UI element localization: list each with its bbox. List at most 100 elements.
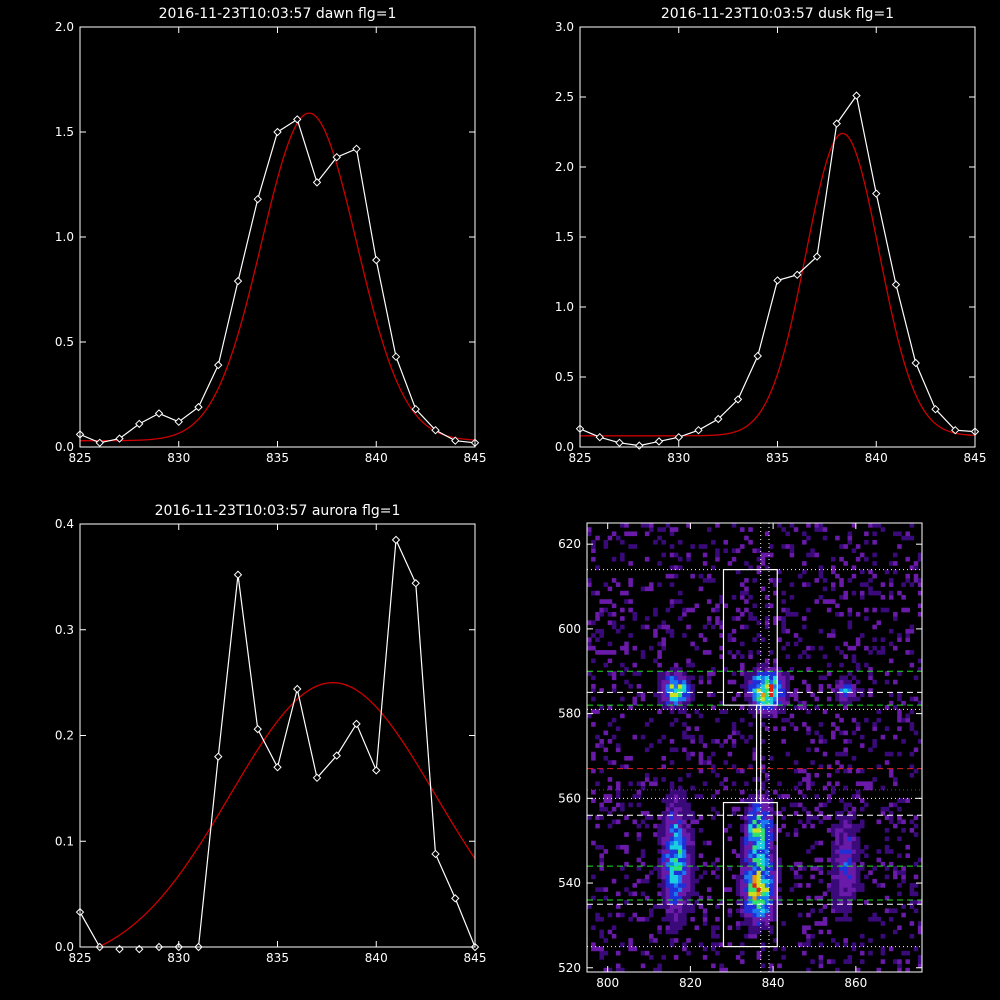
heatmap-cell: [748, 692, 753, 698]
heatmap-cell: [669, 866, 675, 871]
heatmap-cell: [847, 878, 853, 884]
heatmap-cell: [731, 849, 737, 854]
heatmap-cell: [665, 857, 671, 863]
heatmap-cell: [773, 861, 778, 867]
heatmap-cell: [665, 908, 671, 914]
heatmap-cell: [831, 857, 836, 863]
heatmap-cell: [760, 827, 766, 833]
heatmap-cell: [673, 696, 679, 702]
heatmap-cell: [909, 662, 915, 668]
heatmap-cell: [855, 768, 861, 774]
heatmap-cell: [748, 794, 753, 799]
heatmap-cell: [661, 764, 666, 770]
heatmap-cell: [814, 895, 820, 901]
heatmap-cell: [620, 866, 625, 871]
heatmap-cell: [913, 861, 919, 867]
heatmap-cell: [781, 683, 786, 689]
heatmap-cell: [682, 912, 687, 918]
heatmap-cell: [768, 802, 774, 808]
heatmap-cell: [661, 811, 666, 816]
heatmap-cell: [715, 789, 720, 795]
heatmap-cell: [731, 781, 737, 787]
heatmap-cell: [859, 942, 865, 947]
heatmap-cell: [826, 798, 832, 803]
heatmap-cell: [744, 916, 749, 922]
heatmap-cell: [839, 832, 844, 837]
heatmap-cell: [673, 789, 679, 795]
heatmap-cell: [868, 671, 873, 676]
heatmap-cell: [888, 641, 894, 647]
heatmap-cell: [744, 933, 749, 939]
heatmap-cell: [851, 870, 857, 875]
x-tick-label: 840: [865, 451, 888, 465]
data-point-marker: [615, 438, 624, 448]
heatmap-cell: [756, 929, 762, 935]
heatmap-cell: [611, 578, 617, 583]
heatmap-cell: [740, 827, 745, 833]
heatmap-cell: [740, 527, 745, 532]
heatmap-cell: [760, 561, 766, 566]
heatmap-cell: [905, 967, 910, 972]
heatmap-cell: [752, 751, 757, 757]
data-point-marker: [654, 437, 664, 446]
heatmap-cell: [831, 849, 836, 854]
heatmap-cell: [913, 561, 919, 566]
heatmap-cell: [826, 887, 832, 892]
fit-curve: [80, 112, 475, 442]
heatmap-cell: [773, 946, 778, 952]
heatmap-cell: [843, 908, 848, 914]
heatmap-cell: [677, 811, 683, 816]
heatmap-cell: [694, 709, 700, 715]
heatmap-cell: [789, 523, 795, 528]
heatmap-cell: [686, 688, 691, 693]
heatmap-cell: [665, 705, 671, 710]
heatmap-cell: [851, 658, 857, 664]
heatmap-cell: [665, 853, 671, 859]
heatmap-cell: [690, 662, 695, 668]
heatmap-cell: [740, 840, 745, 846]
heatmap-cell: [893, 802, 898, 808]
heatmap-cell: [706, 620, 712, 626]
heatmap-cell: [760, 755, 766, 761]
heatmap-cell: [768, 578, 774, 583]
heatmap-cell: [872, 777, 877, 782]
heatmap-cell: [864, 531, 869, 537]
heatmap-cell: [711, 705, 716, 710]
heatmap-cell: [665, 840, 671, 846]
heatmap-cell: [847, 683, 853, 689]
heatmap-cell: [884, 760, 890, 765]
heatmap-cell: [615, 963, 621, 969]
heatmap-cell: [839, 679, 844, 685]
heatmap-cell: [760, 739, 766, 744]
heatmap-cell: [690, 785, 695, 791]
heatmap-cell: [661, 798, 666, 803]
data-point-marker: [951, 425, 960, 435]
heatmap-cell: [665, 628, 671, 634]
heatmap-cell: [764, 887, 770, 892]
heatmap-cell: [686, 840, 691, 846]
heatmap-cell: [727, 912, 733, 918]
heatmap-cell: [690, 696, 695, 702]
heatmap-cell: [735, 883, 741, 888]
heatmap-cell: [677, 878, 683, 884]
data-point-marker: [174, 417, 183, 427]
heatmap-cell: [632, 662, 638, 668]
heatmap-cell: [611, 620, 617, 626]
heatmap-cell: [806, 785, 811, 791]
heatmap-cell: [649, 582, 654, 587]
heatmap-cell: [587, 713, 592, 719]
heatmap-cell: [843, 899, 848, 905]
heatmap-cell: [847, 739, 853, 744]
heatmap-cell: [768, 823, 774, 829]
heatmap-cell: [843, 938, 848, 943]
heatmap-cell: [706, 599, 712, 604]
heatmap-cell: [859, 743, 865, 748]
heatmap-cell: [764, 658, 770, 664]
heatmap-cell: [814, 527, 820, 532]
heatmap-cell: [893, 866, 898, 871]
heatmap-cell: [752, 755, 757, 761]
heatmap-cell: [657, 624, 662, 630]
heatmap-cell: [740, 878, 745, 884]
heatmap-cell: [620, 607, 625, 613]
heatmap-cell: [702, 908, 708, 914]
